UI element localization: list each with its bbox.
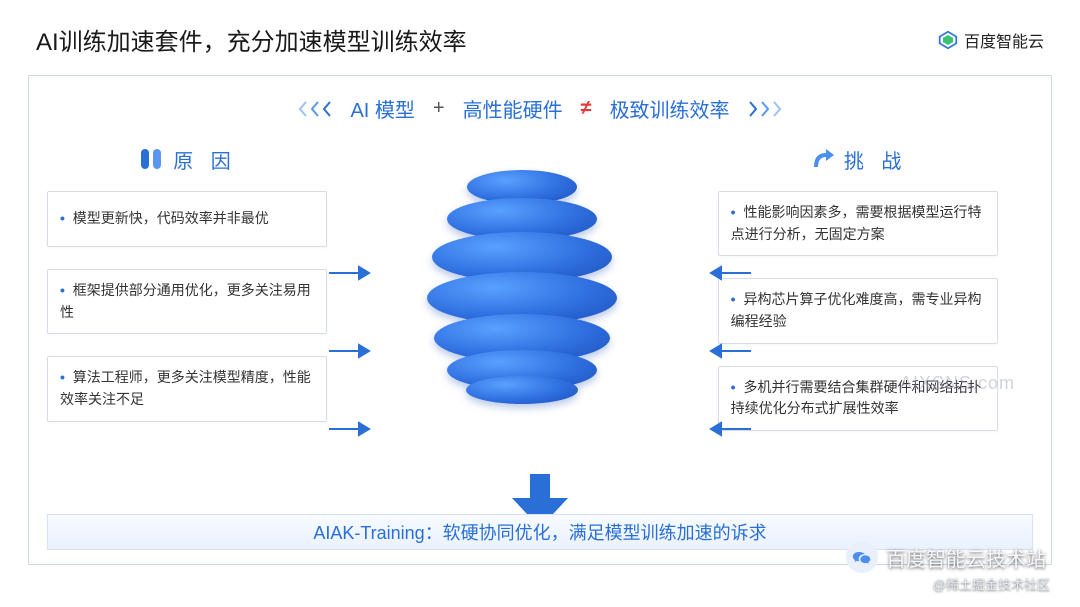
sphere-graphic <box>362 135 682 435</box>
equation-right: 极致训练效率 <box>610 94 730 123</box>
reason-box: 框架提供部分通用优化，更多关注易用性 <box>47 269 327 334</box>
reasons-icon <box>137 145 165 173</box>
footer-brand-text: 百度智能云技术站 <box>886 543 1046 572</box>
equation-row: AI 模型 + 高性能硬件 ≠ 极致训练效率 <box>29 94 1051 123</box>
brand-text: 百度智能云 <box>964 28 1044 52</box>
equation-left: AI 模型 <box>350 94 414 123</box>
reasons-heading: 原 因 <box>173 145 237 174</box>
challenges-heading: 挑 战 <box>844 145 908 174</box>
wechat-icon <box>846 541 878 573</box>
equation-neq: ≠ <box>581 97 592 120</box>
chevron-left-icon <box>298 101 332 117</box>
challenge-box: 异构芯片算子优化难度高，需专业异构编程经验 <box>718 278 998 343</box>
watermark: AIXSNS.com <box>900 373 1015 394</box>
reason-box: 算法工程师，更多关注模型精度，性能效率关注不足 <box>47 356 327 421</box>
equation-plus: + <box>433 97 445 120</box>
brand-logo: 百度智能云 <box>938 28 1044 52</box>
footer-brand: 百度智能云技术站 <box>846 541 1046 573</box>
challenges-icon <box>808 145 836 173</box>
challenge-box: 性能影响因素多，需要根据模型运行特点进行分析，无固定方案 <box>718 191 998 256</box>
page-title: AI训练加速套件，充分加速模型训练效率 <box>36 22 938 57</box>
reasons-column: 原 因 模型更新快，代码效率并非最优框架提供部分通用优化，更多关注易用性算法工程… <box>47 135 327 435</box>
equation-mid: 高性能硬件 <box>463 94 563 123</box>
brand-icon <box>938 30 958 50</box>
footer-community: @稀土掘金技术社区 <box>933 574 1050 593</box>
chevron-right-icon <box>748 101 782 117</box>
reason-box: 模型更新快，代码效率并非最优 <box>47 191 327 247</box>
content-frame: AI 模型 + 高性能硬件 ≠ 极致训练效率 原 因 模型更新快，代码效率并非最… <box>28 75 1052 565</box>
